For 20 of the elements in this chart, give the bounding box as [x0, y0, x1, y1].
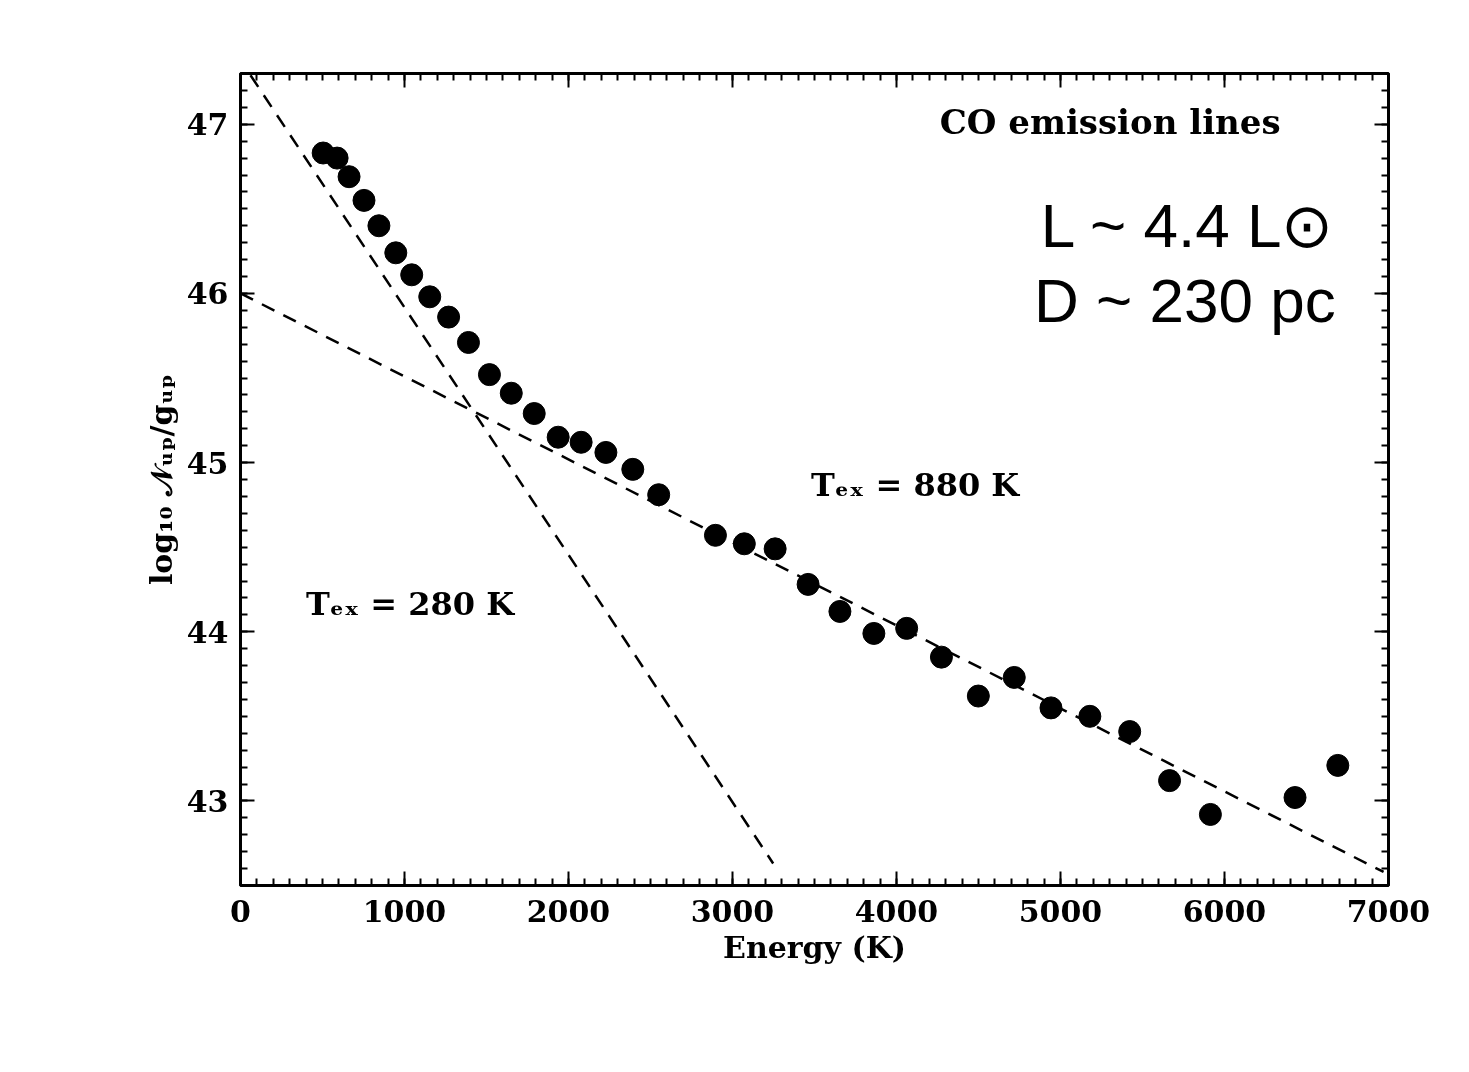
x-tick-label: 2000 [526, 893, 611, 929]
annotation: CO emission lines [939, 102, 1281, 143]
y-tick-label: 46 [186, 276, 229, 312]
y-tick-label: 47 [186, 107, 229, 143]
y-tick-label: 45 [186, 445, 229, 481]
x-tick-label: 7000 [1346, 893, 1431, 929]
annotation: L ~ 4.4 L⊙ [1040, 190, 1334, 260]
x-tick-label: 5000 [1018, 893, 1103, 929]
x-axis-title: Energy (K) [723, 929, 906, 965]
annotation: Tₑₓ = 880 K [811, 466, 1021, 505]
x-tick-label: 0 [230, 893, 251, 929]
y-tick-label: 43 [186, 783, 229, 819]
y-tick-label: 44 [186, 614, 229, 650]
x-tick-label: 6000 [1182, 893, 1267, 929]
x-tick-label: 4000 [854, 893, 939, 929]
annotation: D ~ 230 pc [1034, 266, 1336, 336]
annotation: Tₑₓ = 280 K [305, 584, 516, 623]
x-tick-label: 3000 [690, 893, 775, 929]
x-tick-label: 1000 [362, 893, 447, 929]
y-axis-title: log₁₀ 𝒩ᵤₚ/gᵤₚ [143, 373, 179, 586]
